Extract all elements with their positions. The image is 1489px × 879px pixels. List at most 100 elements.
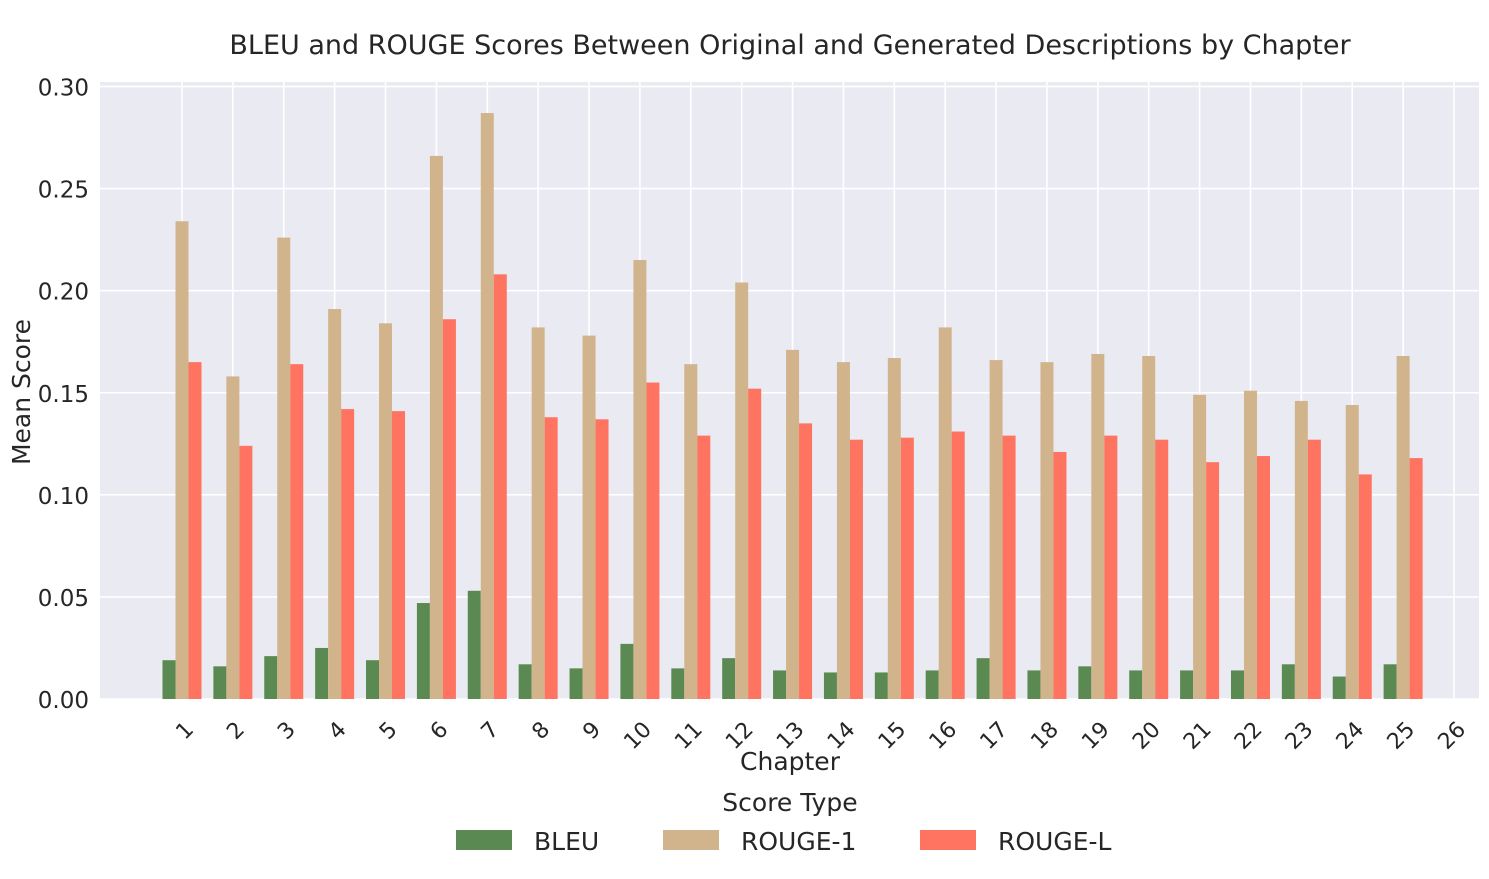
bar-bleu	[1383, 664, 1397, 699]
bar-rouge-1	[429, 155, 443, 699]
y-tick-label: 0.25	[38, 178, 89, 204]
bar-rouge-1	[379, 323, 393, 699]
y-tick-label: 0.05	[38, 586, 89, 612]
x-tick-label: 10	[619, 717, 656, 754]
bar-rouge-1	[735, 282, 749, 699]
bar-rouge-l	[341, 409, 355, 699]
bar-rouge-l	[1206, 462, 1220, 699]
bar-bleu	[1332, 676, 1346, 699]
x-tick-label: 23	[1281, 717, 1318, 754]
bar-rouge-l	[1053, 451, 1067, 699]
x-tick-label: 17	[976, 717, 1013, 754]
bar-rouge-1	[1396, 356, 1410, 699]
bar-bleu	[823, 672, 837, 699]
bar-rouge-1	[1142, 356, 1156, 699]
bar-rouge-1	[1243, 390, 1257, 699]
bar-bleu	[1281, 664, 1295, 699]
bar-rouge-l	[595, 419, 609, 699]
bar-rouge-1	[1345, 405, 1359, 699]
x-axis-label: Chapter	[740, 747, 841, 776]
x-tick-label: 26	[1434, 717, 1471, 754]
y-tick-label: 0.20	[38, 280, 89, 306]
legend-items: BLEU ROUGE-1 ROUGE-L	[456, 827, 1112, 856]
x-tick-label: 3	[273, 717, 301, 745]
legend-label: ROUGE-1	[741, 827, 856, 856]
bar-rouge-1	[531, 327, 545, 699]
bar-rouge-l	[1256, 456, 1270, 699]
y-tick-label: 0.30	[38, 76, 89, 102]
bar-rouge-l	[1002, 435, 1016, 699]
bar-bleu	[315, 647, 329, 699]
bar-bleu	[1027, 670, 1041, 699]
x-tick-label: 6	[426, 717, 454, 745]
bar-bleu	[925, 670, 939, 699]
legend-title: Score Type	[722, 788, 857, 817]
bar-rouge-l	[697, 435, 711, 699]
x-tick-label: 1	[171, 717, 199, 745]
y-tick-label: 0.10	[38, 484, 89, 510]
bar-rouge-l	[1358, 474, 1372, 699]
x-tick-label: 20	[1128, 717, 1165, 754]
bar-rouge-1	[582, 335, 596, 699]
x-tick-label: 4	[324, 717, 352, 745]
bar-bleu	[1180, 670, 1194, 699]
x-tick-label: 8	[528, 717, 556, 745]
legend-swatch	[920, 830, 976, 850]
bar-rouge-1	[836, 362, 850, 699]
bar-bleu	[671, 668, 685, 699]
bars	[162, 113, 1423, 700]
bar-rouge-1	[887, 358, 901, 699]
legend-swatch	[456, 830, 512, 850]
bar-rouge-l	[239, 445, 253, 699]
x-tick-label: 9	[578, 717, 606, 745]
x-tick-label: 19	[1077, 717, 1114, 754]
bar-rouge-l	[1307, 439, 1321, 699]
bar-rouge-1	[1091, 353, 1105, 699]
bar-bleu	[213, 666, 227, 699]
y-tick-label: 0.15	[38, 382, 89, 408]
bar-rouge-1	[633, 260, 647, 699]
x-tick-label: 16	[925, 717, 962, 754]
bar-bleu	[264, 656, 278, 699]
bar-bleu	[1230, 670, 1244, 699]
y-axis-label: Mean Score	[7, 319, 36, 465]
y-tick-labels: 0.00 0.05 0.10 0.15 0.20 0.25 0.30	[38, 76, 89, 715]
x-tick-label: 11	[670, 717, 707, 754]
legend-label: ROUGE-L	[998, 827, 1112, 856]
y-tick-label: 0.00	[38, 688, 89, 714]
bar-bleu	[722, 658, 736, 699]
bar-rouge-l	[748, 388, 762, 699]
bar-rouge-1	[1294, 400, 1308, 699]
bar-rouge-l	[544, 417, 558, 699]
bar-rouge-l	[799, 423, 813, 699]
bar-rouge-l	[442, 319, 456, 699]
x-tick-label: 15	[874, 717, 911, 754]
bar-rouge-l	[1155, 439, 1169, 699]
bar-bleu	[1129, 670, 1143, 699]
bar-rouge-l	[646, 382, 660, 699]
bar-rouge-l	[290, 364, 304, 699]
bar-rouge-l	[1409, 458, 1423, 699]
bar-bleu	[366, 660, 380, 699]
bar-rouge-1	[328, 309, 342, 699]
bar-rouge-1	[1193, 394, 1207, 699]
legend-label: BLEU	[534, 827, 599, 856]
bar-rouge-l	[1104, 435, 1118, 699]
chart-title: BLEU and ROUGE Scores Between Original a…	[229, 30, 1351, 61]
x-tick-label: 25	[1383, 717, 1420, 754]
x-tick-label: 2	[222, 717, 250, 745]
bar-rouge-1	[786, 349, 800, 699]
x-tick-label: 7	[477, 717, 505, 745]
bar-rouge-1	[989, 360, 1003, 699]
bar-rouge-l	[188, 362, 202, 699]
x-tick-label: 5	[375, 717, 403, 745]
legend: Score Type BLEU ROUGE-1 ROUGE-L	[456, 788, 1112, 856]
x-tick-label: 21	[1179, 717, 1216, 754]
bar-bleu	[518, 664, 532, 699]
bar-rouge-1	[684, 364, 698, 699]
bar-rouge-1	[277, 237, 291, 700]
bar-rouge-l	[900, 437, 914, 699]
bar-rouge-1	[1040, 362, 1054, 699]
bar-bleu	[162, 660, 176, 699]
